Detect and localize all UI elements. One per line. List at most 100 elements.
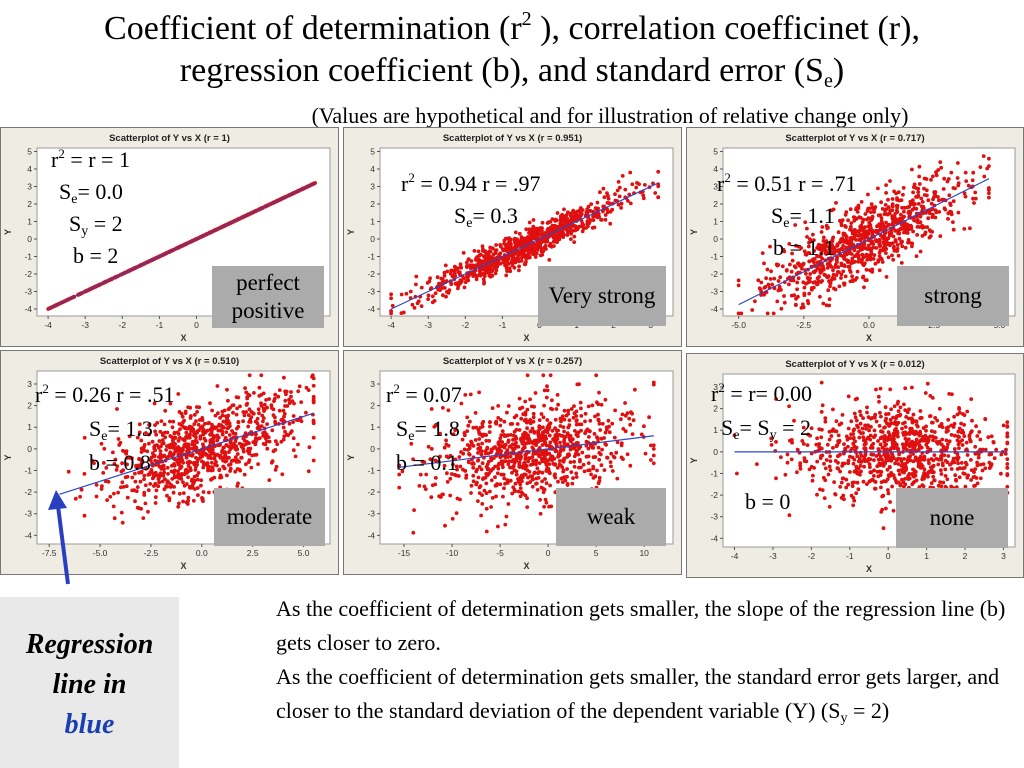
data-point: [821, 235, 826, 240]
data-point: [495, 471, 500, 476]
data-point: [244, 390, 249, 395]
data-point: [523, 493, 528, 498]
data-point: [143, 483, 148, 488]
data-point: [538, 226, 543, 230]
data-point: [408, 289, 413, 294]
data-point: [892, 404, 897, 409]
data-point: [508, 444, 513, 449]
data-point: [811, 232, 815, 237]
data-point: [299, 400, 304, 404]
data-point: [544, 238, 549, 243]
data-point: [547, 258, 552, 262]
data-point: [498, 243, 503, 247]
data-point: [185, 436, 190, 440]
data-point: [451, 432, 456, 436]
data-point: [565, 442, 570, 447]
data-point: [503, 481, 507, 486]
data-point: [561, 425, 566, 429]
data-point: [569, 407, 574, 411]
data-point: [306, 469, 311, 474]
y-tick-label: 5: [370, 147, 375, 157]
y-tick-label: 3: [27, 379, 32, 389]
data-point: [411, 457, 415, 462]
data-point: [860, 235, 865, 240]
data-point: [497, 445, 502, 450]
data-point: [943, 207, 948, 212]
data-point: [404, 291, 409, 296]
data-point: [469, 483, 474, 488]
data-point: [856, 233, 860, 238]
data-point: [445, 480, 450, 484]
data-point: [876, 258, 881, 263]
data-point: [483, 258, 488, 263]
data-point: [616, 202, 621, 207]
data-point: [498, 455, 503, 460]
data-point: [504, 273, 509, 278]
data-point: [468, 263, 473, 268]
data-point: [541, 373, 546, 378]
data-point: [246, 413, 251, 417]
data-point: [235, 406, 240, 411]
data-point: [493, 475, 497, 480]
data-point: [311, 394, 316, 399]
data-point: [562, 438, 567, 443]
data-point: [211, 433, 216, 438]
x-tick-label: -1: [156, 320, 164, 330]
data-point: [228, 424, 232, 428]
data-point: [311, 376, 316, 381]
data-point: [914, 186, 918, 190]
y-tick-label: -1: [367, 465, 375, 475]
data-point: [851, 215, 856, 219]
data-point: [894, 221, 899, 225]
data-point: [546, 220, 551, 225]
data-point: [599, 463, 604, 468]
data-point: [389, 309, 393, 313]
data-point: [542, 388, 547, 393]
data-point: [861, 244, 866, 248]
data-point: [525, 426, 529, 431]
data-point: [208, 449, 213, 453]
data-point: [900, 239, 904, 244]
data-point: [936, 195, 940, 199]
data-point: [916, 220, 921, 225]
data-point: [99, 441, 104, 446]
data-point: [587, 429, 592, 434]
data-point: [507, 459, 511, 464]
data-point: [938, 160, 943, 164]
data-point: [872, 253, 877, 257]
data-point: [454, 464, 459, 469]
data-point: [105, 498, 109, 502]
x-tick-label: -5.0: [93, 548, 108, 558]
data-point: [463, 469, 467, 473]
data-point: [150, 451, 155, 455]
data-point: [819, 280, 823, 284]
data-point: [614, 450, 619, 455]
data-point: [145, 449, 150, 454]
data-point: [311, 383, 316, 388]
data-point: [176, 462, 181, 467]
data-point: [471, 473, 476, 478]
y-axis-label: Y: [689, 229, 699, 235]
data-point: [576, 225, 581, 229]
data-point: [942, 176, 947, 181]
data-point: [792, 264, 797, 269]
data-point: [566, 425, 571, 430]
data-point: [279, 439, 284, 444]
y-tick-label: 2: [27, 401, 32, 411]
data-point: [179, 472, 184, 476]
data-point: [489, 458, 494, 463]
data-point: [896, 190, 901, 195]
data-point: [760, 251, 765, 255]
data-point: [476, 249, 481, 254]
data-point: [527, 470, 532, 474]
data-point: [794, 303, 798, 307]
data-point: [226, 413, 231, 418]
data-point: [573, 213, 578, 218]
data-point: [441, 280, 445, 284]
data-point: [550, 217, 555, 221]
data-point: [927, 228, 932, 232]
data-point: [890, 204, 895, 209]
data-point: [482, 488, 487, 493]
data-point: [834, 258, 839, 263]
data-point: [555, 211, 560, 215]
